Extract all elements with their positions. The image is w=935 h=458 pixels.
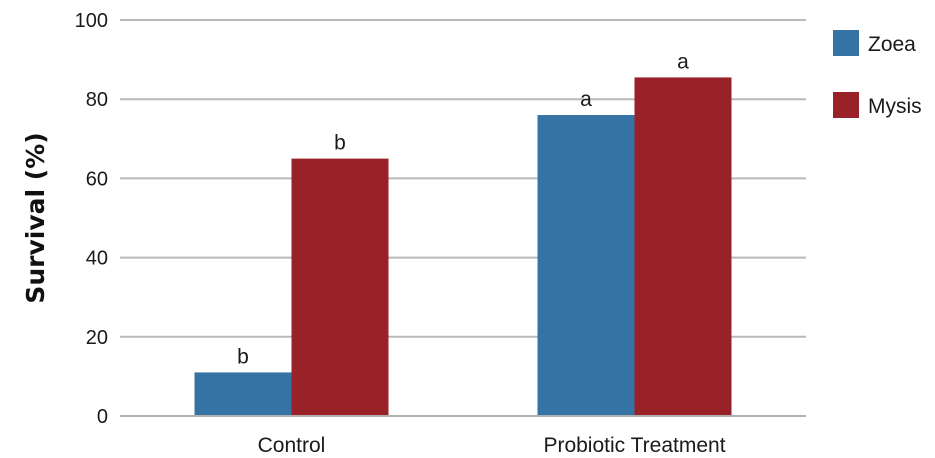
bar-zoea-0 <box>194 372 292 416</box>
legend-swatch-zoea <box>833 30 859 56</box>
bar-mysis-1 <box>634 77 732 417</box>
category-label: Probiotic Treatment <box>543 434 725 457</box>
bar-label: a <box>580 88 592 111</box>
y-tick-label: 20 <box>86 327 108 349</box>
bar-label: b <box>334 132 346 155</box>
y-tick-label: 60 <box>86 168 108 190</box>
bar-zoea-1 <box>537 115 635 416</box>
bar-label: a <box>677 50 689 73</box>
y-tick-labels: 0 20 40 60 80 100 <box>75 10 108 428</box>
y-tick-label: 0 <box>97 406 108 428</box>
legend-label: Mysis <box>868 95 922 118</box>
bar-mysis-0 <box>291 158 389 416</box>
legend-label: Zoea <box>868 33 916 56</box>
legend: Zoea Mysis <box>833 30 922 118</box>
category-label: Control <box>258 434 326 457</box>
y-tick-label: 80 <box>86 89 108 111</box>
bars <box>194 77 732 417</box>
y-tick-label: 100 <box>75 10 108 32</box>
y-axis-label: Survival (%) <box>21 132 50 303</box>
y-tick-label: 40 <box>86 248 108 270</box>
category-labels: Control Probiotic Treatment <box>258 434 726 457</box>
legend-swatch-mysis <box>833 92 859 118</box>
bar-label: b <box>237 345 249 368</box>
bar-labels: b b a a <box>237 50 689 368</box>
